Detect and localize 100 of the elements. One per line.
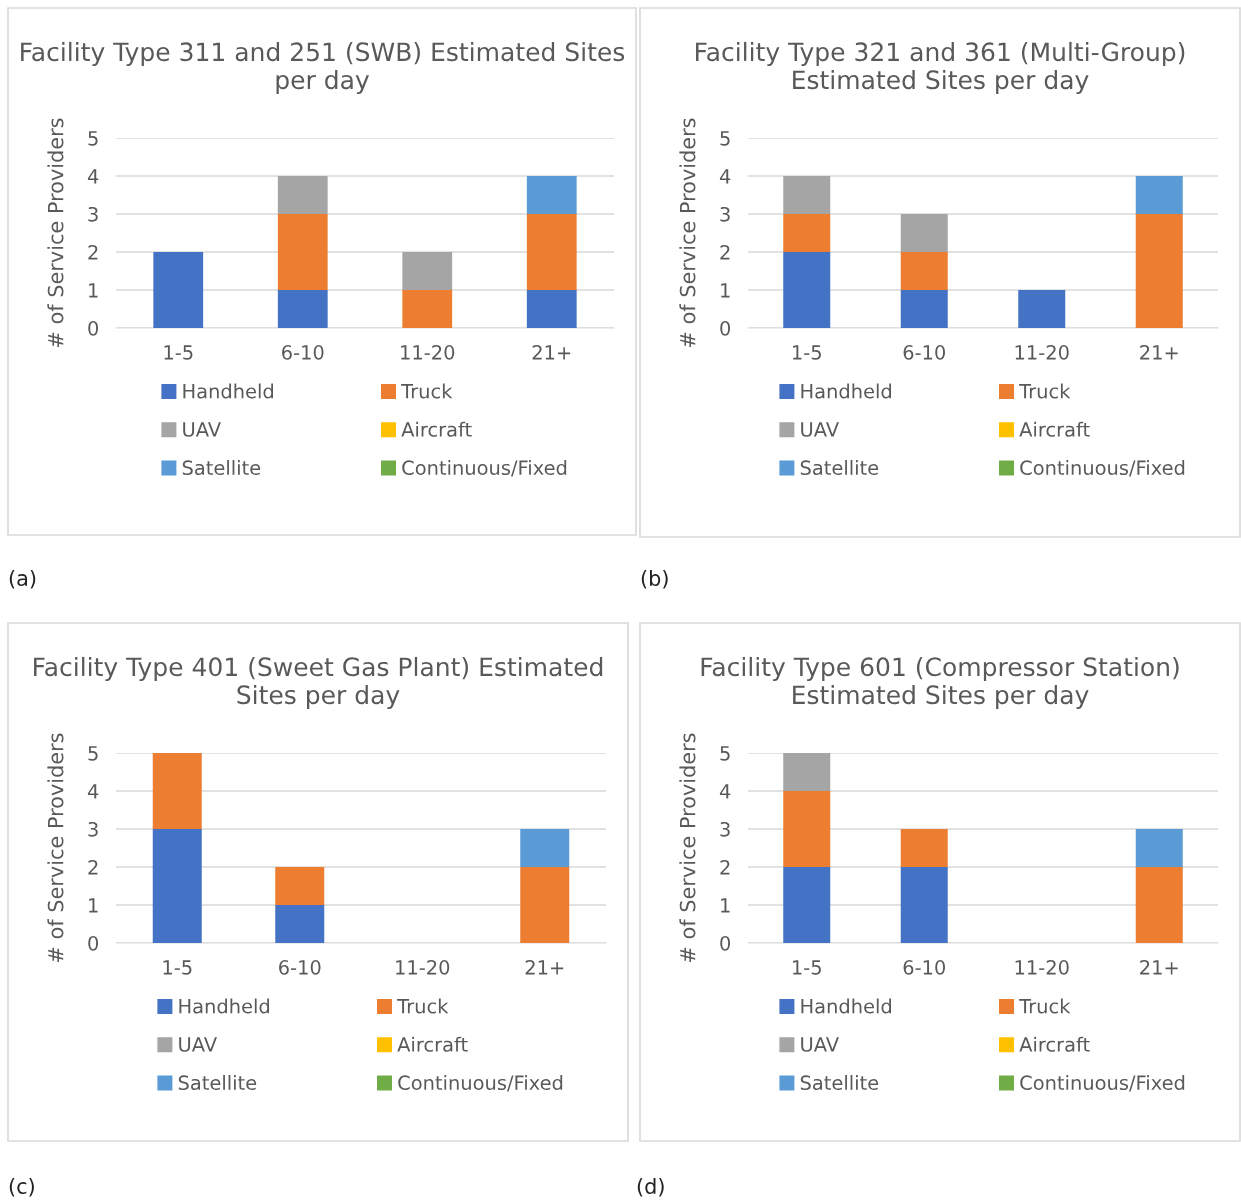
legend-label: Satellite bbox=[178, 1075, 257, 1091]
y-tick-label: 4 bbox=[87, 169, 99, 184]
y-tick-label: 3 bbox=[720, 206, 730, 222]
legend-label: Truck bbox=[401, 383, 453, 399]
text: (c) bbox=[9, 1177, 34, 1197]
chart-title: Facility Type 601 (Compressor Station) Estimated Sites per day bbox=[701, 656, 1179, 710]
y-tick-label: 0 bbox=[88, 320, 99, 336]
legend-label: Continuous/Fixed bbox=[398, 1075, 563, 1092]
bar bbox=[783, 791, 831, 867]
legend-label: Aircraft bbox=[1019, 421, 1090, 437]
y-tick-label: 4 bbox=[719, 784, 731, 799]
y-tick-label: 5 bbox=[720, 131, 730, 146]
legend-label: Handheld bbox=[179, 998, 269, 1014]
x-tick-label: 11-20 bbox=[1015, 960, 1069, 975]
legend-label: Truck bbox=[1019, 998, 1071, 1014]
y-tick-label: 4 bbox=[719, 169, 731, 184]
text: (a) bbox=[9, 569, 36, 589]
x-tick-label: 11-20 bbox=[1015, 345, 1069, 360]
y-axis-title: # of Service Providers bbox=[47, 118, 64, 347]
x-tick-label: 1-5 bbox=[793, 960, 821, 975]
y-tick-label: 2 bbox=[88, 244, 98, 260]
y-tick-label: 3 bbox=[720, 821, 730, 837]
bar bbox=[153, 252, 204, 328]
legend-label: UAV bbox=[801, 422, 839, 437]
y-tick-label: 1 bbox=[721, 898, 730, 913]
chart-title: Facility Type 321 and 361 (Multi-Group) Estimated Sites per day bbox=[696, 41, 1185, 95]
legend-label: Handheld bbox=[801, 998, 891, 1014]
x-tick-label: 1-5 bbox=[164, 345, 193, 360]
x-tick-label: 6-10 bbox=[282, 345, 324, 360]
bar bbox=[783, 867, 831, 943]
y-tick-label: 0 bbox=[720, 320, 731, 336]
bar bbox=[526, 176, 577, 214]
bar bbox=[900, 290, 948, 328]
y-tick-label: 1 bbox=[89, 283, 98, 298]
bar bbox=[275, 867, 325, 905]
y-tick-label: 1 bbox=[89, 898, 98, 913]
x-tick-label: 6-10 bbox=[279, 960, 321, 975]
y-axis-title: # of Service Providers bbox=[47, 733, 64, 962]
bar bbox=[900, 829, 948, 867]
y-tick-label: 3 bbox=[88, 821, 98, 837]
bar bbox=[900, 252, 948, 290]
x-tick-label: 11-20 bbox=[396, 960, 450, 975]
bar bbox=[1135, 214, 1183, 328]
bar bbox=[152, 829, 202, 943]
chart-title: Facility Type 311 and 251 (SWB) Estimated Sites per day bbox=[21, 41, 625, 95]
legend-label: Aircraft bbox=[397, 1036, 468, 1052]
bar bbox=[526, 290, 577, 328]
legend-label: Continuous/Fixed bbox=[402, 460, 567, 477]
bar bbox=[783, 753, 831, 791]
bar bbox=[526, 214, 577, 290]
bar bbox=[402, 252, 453, 290]
bar bbox=[900, 214, 948, 252]
y-tick-label: 0 bbox=[88, 935, 99, 951]
legend-label: Continuous/Fixed bbox=[1020, 1075, 1185, 1092]
bar bbox=[783, 214, 831, 252]
x-tick-label: 21+ bbox=[525, 960, 564, 975]
legend-label: Continuous/Fixed bbox=[1020, 460, 1185, 477]
x-tick-label: 6-10 bbox=[903, 960, 946, 975]
bar bbox=[783, 176, 831, 214]
x-tick-label: 11-20 bbox=[401, 345, 455, 360]
bar bbox=[900, 867, 948, 943]
y-axis-title: # of Service Providers bbox=[679, 733, 696, 962]
bar bbox=[520, 867, 570, 943]
y-tick-label: 5 bbox=[88, 131, 98, 146]
y-tick-label: 4 bbox=[87, 784, 99, 799]
chart-title: Facility Type 401 (Sweet Gas Plant) Estimated Sites per day bbox=[34, 656, 603, 710]
bar bbox=[402, 290, 453, 328]
y-tick-label: 2 bbox=[720, 859, 730, 875]
legend-label: Satellite bbox=[800, 460, 879, 476]
legend-label: UAV bbox=[183, 422, 221, 437]
y-tick-label: 3 bbox=[88, 206, 98, 222]
y-tick-label: 2 bbox=[88, 859, 98, 875]
x-tick-label: 21+ bbox=[532, 345, 571, 360]
bar bbox=[277, 214, 328, 290]
x-tick-label: 1-5 bbox=[163, 960, 192, 975]
bar bbox=[1135, 176, 1183, 214]
bar bbox=[277, 176, 328, 214]
y-tick-label: 0 bbox=[720, 935, 731, 951]
x-tick-label: 6-10 bbox=[903, 345, 946, 360]
x-tick-label: 21+ bbox=[1140, 345, 1178, 360]
text: (b) bbox=[641, 569, 668, 589]
x-tick-label: 1-5 bbox=[793, 345, 821, 360]
legend-label: Truck bbox=[1019, 383, 1071, 399]
legend-label: Handheld bbox=[183, 383, 273, 399]
bar bbox=[520, 829, 570, 867]
y-tick-label: 1 bbox=[721, 283, 730, 298]
bar bbox=[783, 252, 831, 328]
x-tick-label: 21+ bbox=[1140, 960, 1178, 975]
legend-label: Satellite bbox=[182, 460, 261, 476]
legend-label: Satellite bbox=[800, 1075, 879, 1091]
bar bbox=[1135, 867, 1183, 943]
legend-label: UAV bbox=[179, 1037, 217, 1052]
bar bbox=[1135, 829, 1183, 867]
bar bbox=[277, 290, 328, 328]
bar bbox=[152, 753, 202, 829]
bar bbox=[275, 905, 325, 943]
y-tick-label: 2 bbox=[720, 244, 730, 260]
y-axis-title: # of Service Providers bbox=[679, 118, 696, 347]
y-tick-label: 5 bbox=[720, 746, 730, 761]
bar bbox=[1018, 290, 1066, 328]
